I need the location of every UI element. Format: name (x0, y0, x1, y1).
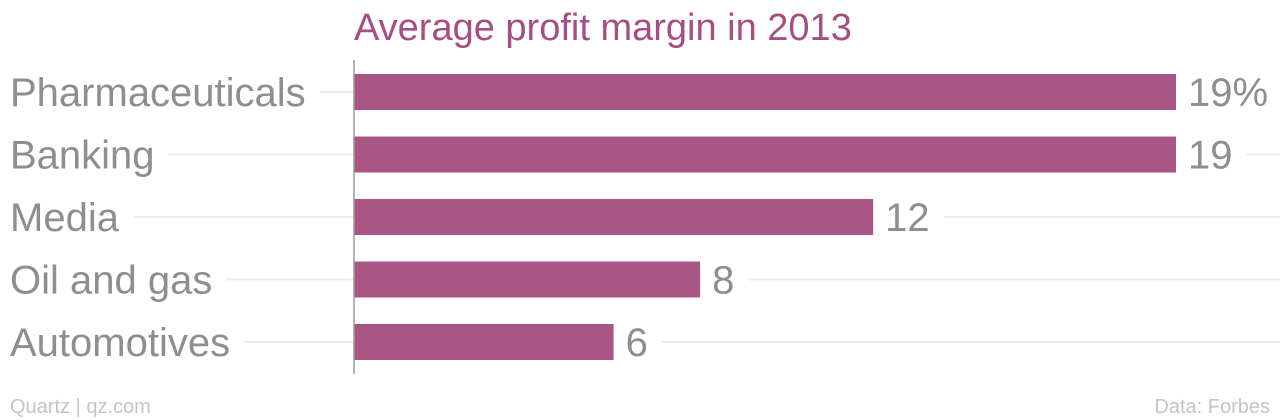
bars (354, 74, 1176, 360)
value-label-banking: 19 (1188, 134, 1233, 178)
footer-source: Data: Forbes (1154, 396, 1270, 418)
value-label-oil-and-gas: 8 (712, 259, 734, 303)
value-label-media: 12 (885, 196, 930, 240)
bar-automotives (354, 324, 614, 360)
category-label-oil-and-gas: Oil and gas (10, 259, 212, 303)
footer-credit: Quartz | qz.com (10, 396, 151, 418)
bar-pharmaceuticals (354, 74, 1176, 110)
label-mask (0, 338, 245, 346)
value-mask (613, 338, 662, 346)
category-label-banking: Banking (10, 134, 155, 178)
value-label-pharmaceuticals: 19% (1188, 71, 1268, 115)
category-label-automotives: Automotives (10, 321, 230, 365)
label-mask (0, 150, 169, 159)
value-mask (700, 275, 749, 284)
labels: Pharmaceuticals 19% Banking 19 Media 12 Oil an… (10, 71, 1268, 365)
bar-oil-and-gas (354, 261, 701, 298)
category-label-media: Media (10, 196, 120, 240)
value-mask (873, 213, 944, 221)
label-mask (0, 88, 320, 96)
bar-banking (354, 136, 1176, 173)
value-label-automotives: 6 (626, 321, 648, 365)
category-label-pharmaceuticals: Pharmaceuticals (10, 71, 306, 115)
value-mask (1176, 88, 1280, 96)
chart-title: Average profit margin in 2013 (354, 7, 852, 49)
label-mask (0, 213, 134, 221)
value-mask (1176, 150, 1247, 159)
label-mask (0, 275, 227, 284)
bar-media (354, 199, 874, 235)
